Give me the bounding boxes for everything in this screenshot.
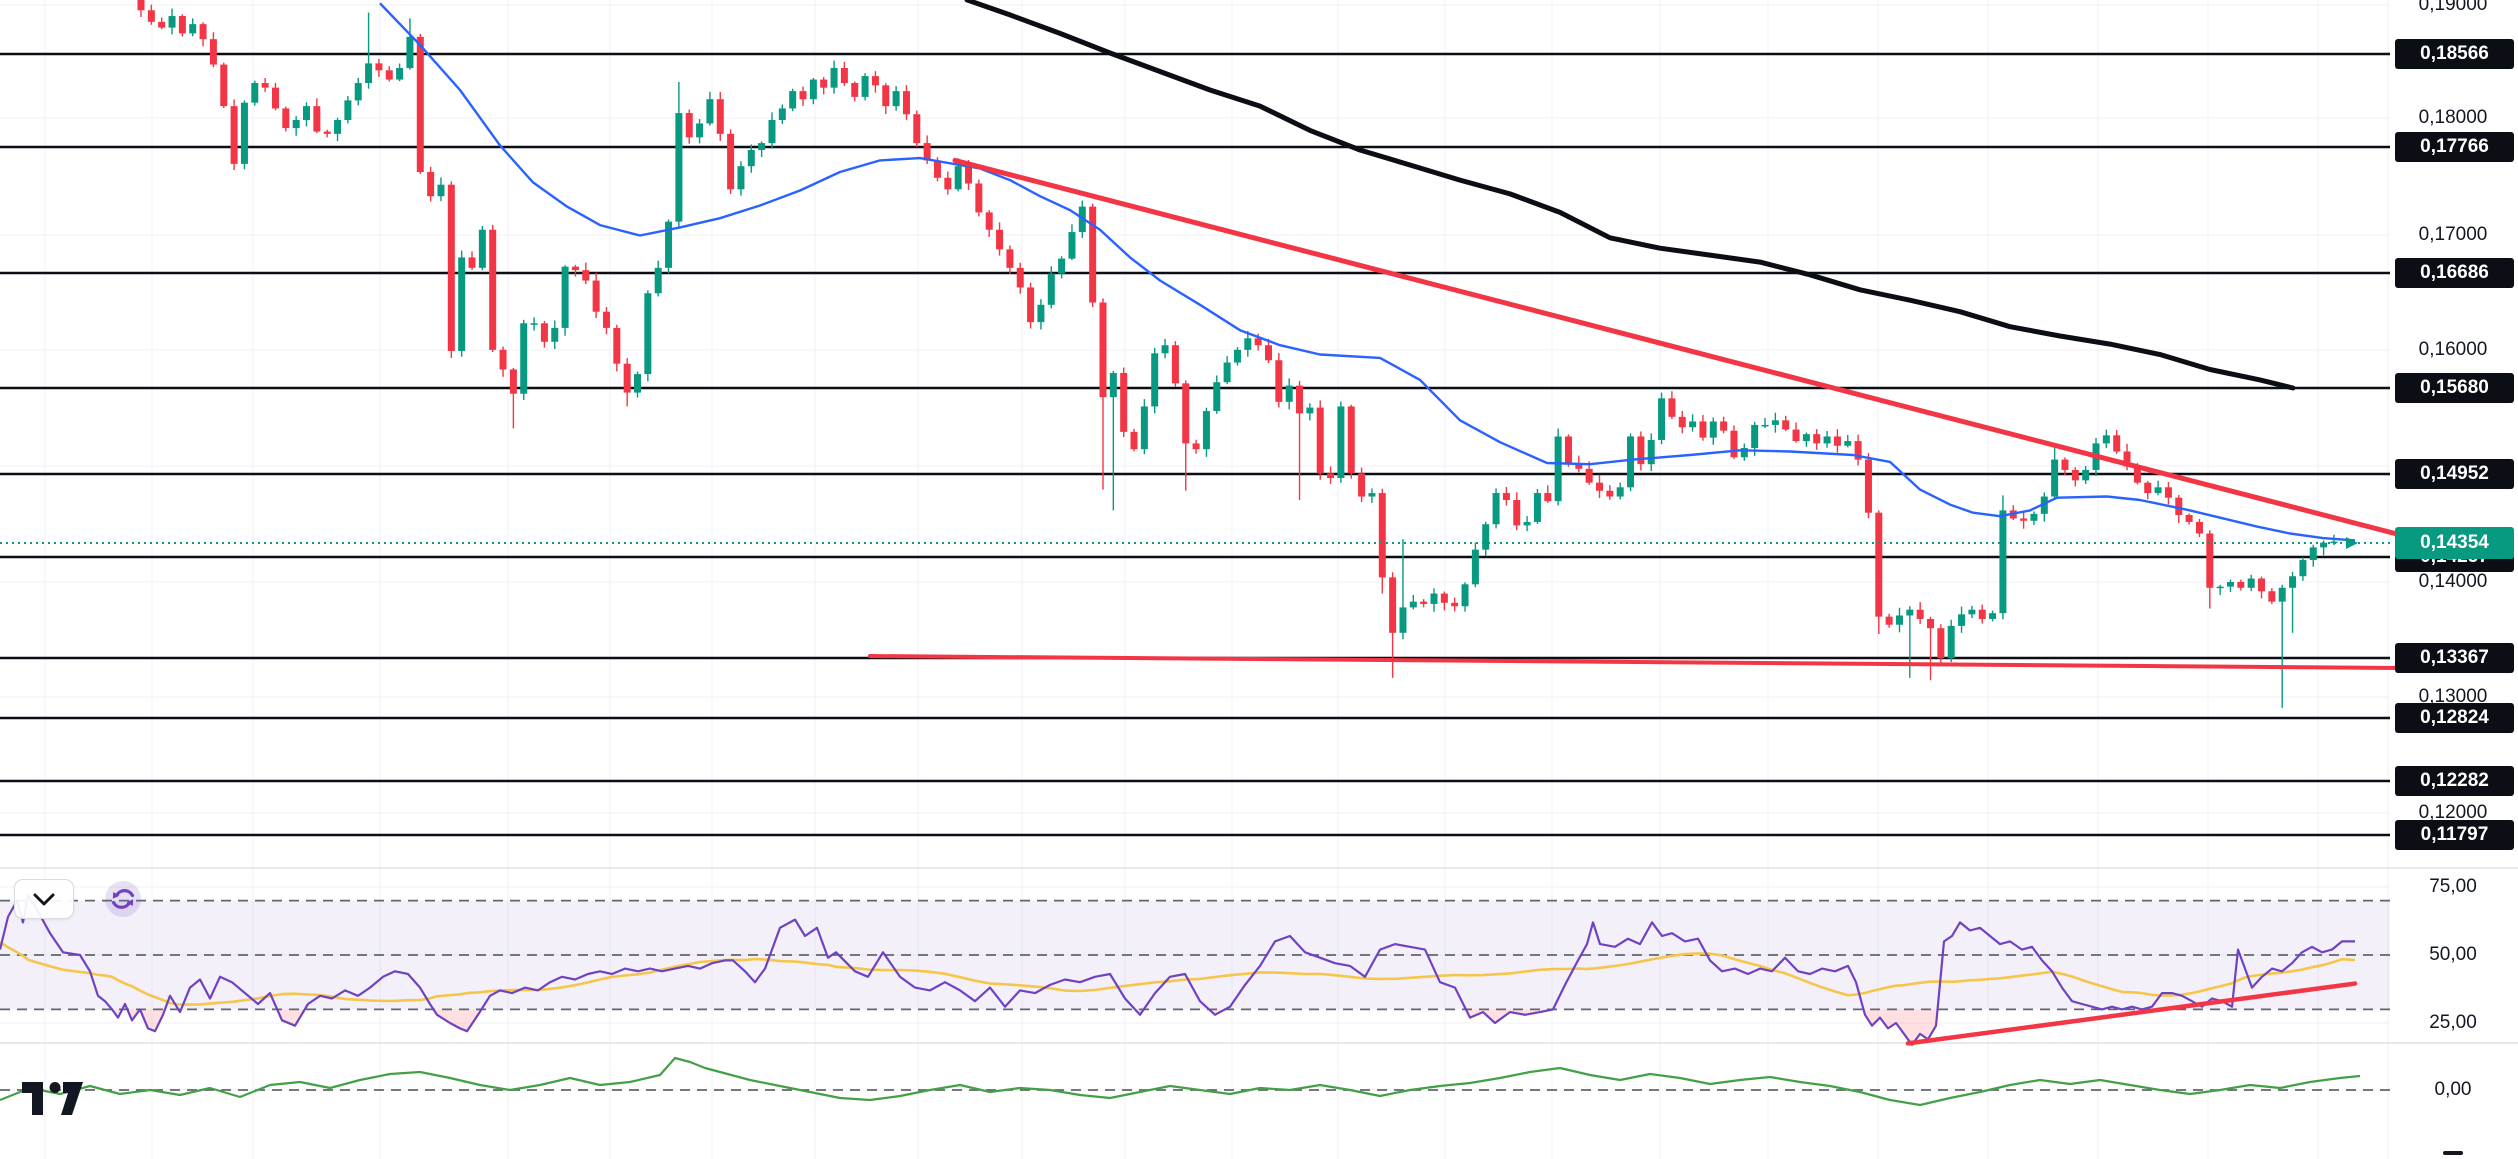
axis-gridline-label: 0,19000: [2418, 0, 2488, 15]
indicator-collapse-button[interactable]: [14, 879, 74, 919]
level-price-label: 0,11797: [2395, 820, 2514, 850]
level-price-label: 0,12282: [2395, 766, 2514, 796]
descending-trendline-red: [952, 157, 2398, 536]
axis-gridline-label: 0,16000: [2418, 339, 2488, 360]
ma-fast-blue-line: [379, 2, 2356, 542]
axis-gridline-label: 75,00: [2429, 876, 2477, 897]
oscillator-green-line: [0, 1056, 2361, 1107]
axis-gridline-label: 0,17000: [2418, 224, 2488, 245]
axis-gridline-label: 50,00: [2429, 944, 2477, 965]
axis-gridline-label: 0,13000: [2418, 686, 2488, 707]
axis-gridline-label: 0,18000: [2418, 107, 2488, 128]
last-price-label: 0,14354: [2395, 527, 2514, 559]
axis-gridline-label: 0,12000: [2418, 802, 2488, 823]
rsi-oversold-fill: [1863, 1009, 1938, 1045]
rsi-oversold-fill: [140, 1009, 165, 1032]
tradingview-logo-icon: [22, 1082, 83, 1115]
level-price-label: 0,18566: [2395, 39, 2514, 69]
candlestick-series: [137, 0, 2338, 708]
partial-toolbar-icon[interactable]: [2443, 1151, 2463, 1155]
chevron-down-icon: [33, 893, 55, 905]
level-price-label: 0,14952: [2395, 459, 2514, 489]
level-price-label: 0,17766: [2395, 132, 2514, 162]
level-price-label: 0,15680: [2395, 373, 2514, 403]
rsi-trendline-red: [1905, 981, 2358, 1046]
level-price-label: 0,13367: [2395, 643, 2514, 673]
ma-slow-black-line: [964, 0, 2296, 391]
refresh-icon: [111, 889, 135, 909]
horizontal-support-red: [868, 654, 2402, 671]
indicator-refresh-button[interactable]: [105, 881, 141, 917]
last-price-marker: [2346, 537, 2358, 549]
tradingview-logo[interactable]: [22, 1082, 84, 1121]
rsi-oversold-fill: [277, 1009, 305, 1026]
axis-gridline-label: 0,00: [2434, 1079, 2472, 1100]
level-price-label: 0,12824: [2395, 703, 2514, 733]
rsi-line: [0, 894, 2355, 1046]
axis-gridline-label: 0,14000: [2418, 571, 2488, 592]
axis-gridline-label: 25,00: [2429, 1012, 2477, 1033]
level-price-label: 0,16686: [2395, 258, 2514, 288]
